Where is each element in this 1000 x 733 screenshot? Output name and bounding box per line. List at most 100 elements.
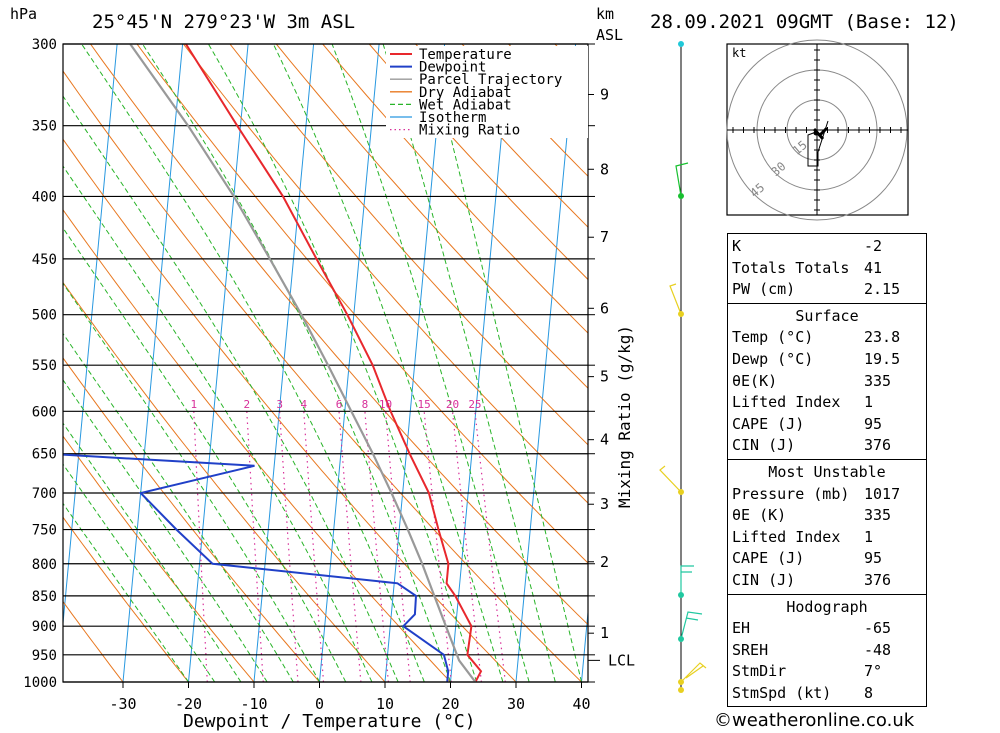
mixing-ratio-line	[303, 411, 325, 682]
hodograph-trace	[807, 120, 829, 167]
dewpoint-line	[63, 453, 450, 682]
pressure-tick-label: 400	[32, 189, 57, 205]
hodograph-title: Hodograph	[786, 597, 868, 616]
mixing-ratio-value-label: 4	[300, 398, 307, 411]
temp-tick-label: 20	[441, 695, 459, 713]
info-row: Temp (°C) 23.8	[732, 328, 901, 347]
dry-adiabat-line	[275, 44, 588, 389]
info-row: CAPE (J) 95	[732, 549, 883, 568]
wind-barb	[675, 162, 689, 197]
temp-tick-label: 0	[315, 695, 324, 713]
pressure-tick-label: 800	[32, 557, 57, 573]
pressure-tick-label: 350	[32, 119, 57, 135]
wind-barb	[669, 283, 682, 315]
legend-entry: Dry Adiabat	[419, 85, 512, 101]
temp-tick-label: -10	[240, 695, 267, 713]
datetime-title: 28.09.2021 09GMT (Base: 12)	[650, 11, 959, 33]
most-unstable-title: Most Unstable	[768, 462, 886, 481]
legend-entry: Mixing Ratio	[419, 123, 520, 139]
wet-adiabat-line	[142, 44, 451, 682]
info-row: Dewp (°C) 19.5	[732, 349, 901, 368]
info-row: Lifted Index 1	[732, 527, 874, 546]
info-row: θE (K) 335	[732, 506, 892, 525]
height-km-label: 9	[600, 86, 609, 104]
mixing-ratio-line	[279, 411, 299, 682]
wet-adiabat-line	[427, 44, 582, 682]
info-row: θE(K) 335	[732, 371, 892, 390]
mixing-ratio-value-label: 25	[468, 398, 481, 411]
wind-barb	[680, 565, 694, 595]
lcl-label: LCL	[608, 651, 635, 669]
info-row: CIN (J) 376	[732, 570, 892, 589]
info-row: StmDir 7°	[732, 662, 883, 681]
pressure-tick-label: 1000	[23, 675, 57, 691]
indices-box: K -2 Totals Totals 41 PW (cm) 2.15	[727, 233, 927, 304]
mixing-ratio-line	[193, 411, 208, 682]
legend-entry: Isotherm	[419, 110, 486, 126]
pressure-tick-label: 900	[32, 619, 57, 635]
legend-entry: Temperature	[419, 47, 512, 63]
wet-adiabat-line	[272, 44, 504, 682]
legend-entry: Parcel Trajectory	[419, 72, 562, 88]
hpa-label: hPa	[10, 5, 37, 23]
hodograph-box: Hodograph EH -65 SREH -48 StmDir 7° StmSpd (kt…	[727, 593, 927, 708]
isotherm-line	[319, 44, 380, 682]
info-row: Pressure (mb) 1017	[732, 484, 901, 503]
mixing-ratio-value-label: 1	[190, 398, 197, 411]
pressure-tick-label: 500	[32, 308, 57, 324]
height-km-label: 8	[600, 160, 609, 178]
pressure-tick-label: 850	[32, 589, 57, 605]
wind-barb	[659, 465, 682, 493]
height-km-label: 5	[600, 368, 609, 386]
height-km-label: 1	[600, 624, 609, 642]
pressure-tick-label: 650	[32, 447, 57, 463]
legend-entry: Dewpoint	[419, 60, 486, 76]
mixing-ratio-value-label: 20	[446, 398, 459, 411]
totals-row: Totals Totals 41	[732, 258, 883, 277]
dry-adiabat-line	[63, 600, 124, 682]
mixing-ratio-line	[423, 411, 452, 682]
pressure-tick-label: 950	[32, 648, 57, 664]
info-row: StmSpd (kt) 8	[732, 683, 874, 702]
wet-adiabat-line	[331, 44, 530, 682]
isotherm-line	[450, 44, 511, 682]
hodograph-unit: kt	[732, 46, 746, 60]
wind-barb	[680, 611, 703, 640]
footer-credit[interactable]: ©weatheronline.co.uk	[714, 710, 915, 731]
wet-adiabat-line	[81, 44, 425, 682]
dry-adiabat-line	[415, 44, 588, 228]
temp-tick-label: 10	[376, 695, 394, 713]
profiles	[63, 44, 483, 682]
info-row: Lifted Index 1	[732, 393, 874, 412]
dry-adiabat-line	[63, 208, 451, 682]
pressure-tick-label: 300	[32, 37, 57, 53]
mixing-ratio-value-label: 15	[418, 398, 431, 411]
isotherm-line	[188, 44, 249, 682]
pressure-tick-label: 700	[32, 486, 57, 502]
mixing-ratio-line	[338, 411, 362, 682]
info-row: SREH -48	[732, 640, 892, 659]
mixing-ratio-value-label: 8	[362, 398, 369, 411]
parcel-trajectory-line	[129, 44, 477, 682]
pressure-tick-label: 750	[32, 523, 57, 539]
temperature-line	[185, 44, 483, 682]
wet-adiabat-line	[63, 95, 399, 682]
wind-level-dot	[678, 687, 684, 693]
mixing-ratio-value-label: 2	[244, 398, 251, 411]
info-row: CIN (J) 376	[732, 436, 892, 455]
temp-tick-label: -20	[175, 695, 202, 713]
height-km-label: 4	[600, 431, 609, 449]
x-axis-label: Dewpoint / Temperature (°C)	[183, 711, 476, 732]
mixing-ratio-line	[246, 411, 264, 682]
dry-adiabat-line	[229, 44, 588, 446]
mixing-ratio-line	[385, 411, 411, 682]
location-title: 25°45'N 279°23'W 3m ASL	[92, 11, 355, 33]
temp-tick-label: 30	[507, 695, 525, 713]
pressure-tick-label: 450	[32, 252, 57, 268]
k-row: K -2	[732, 237, 883, 255]
mixing-ratio-value-label: 6	[336, 398, 343, 411]
wet-adiabat-line	[63, 502, 189, 682]
pw-row: PW (cm) 2.15	[732, 280, 901, 299]
mixing-ratio-line	[474, 411, 506, 682]
